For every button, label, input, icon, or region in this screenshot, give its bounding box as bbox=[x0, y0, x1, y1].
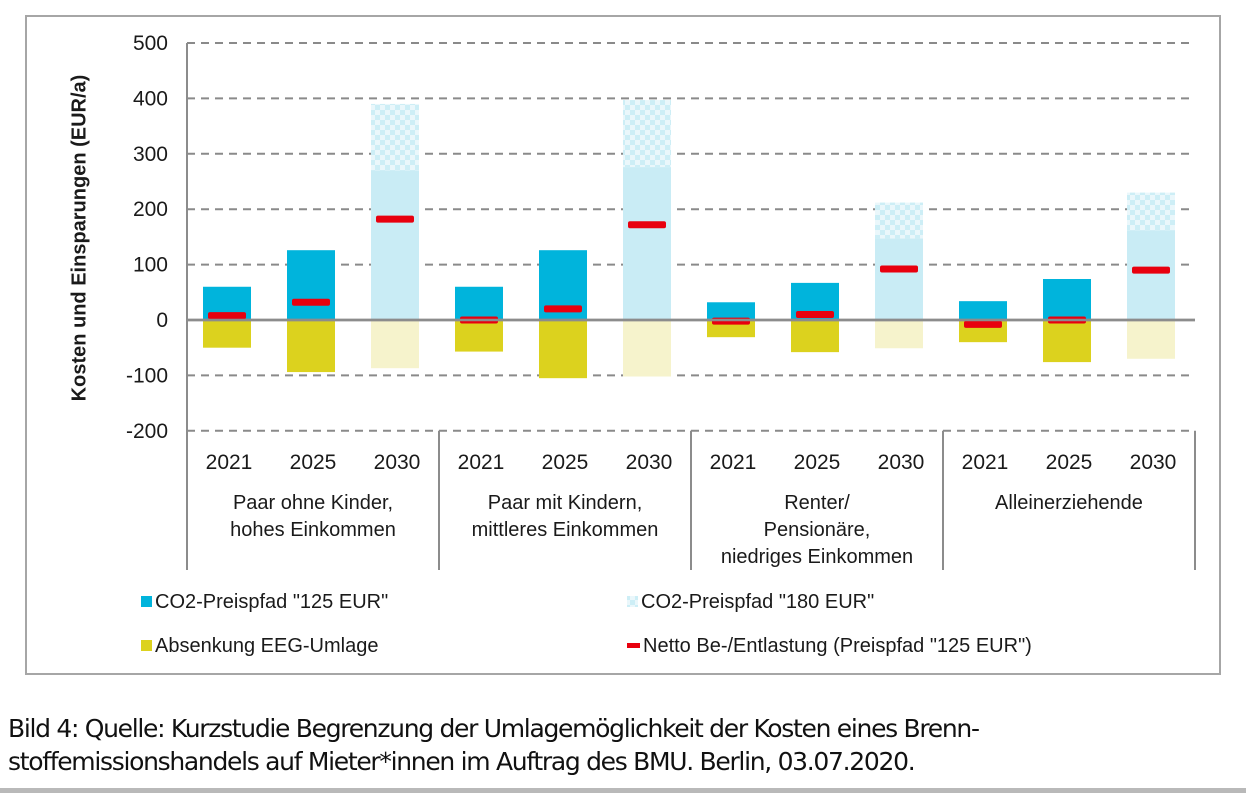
bar-eeg-umlage bbox=[287, 320, 335, 373]
y-tick-label: 0 bbox=[156, 309, 168, 332]
bottom-divider bbox=[0, 788, 1246, 793]
legend-label-netto: Netto Be-/Entlastung (Preispfad "125 EUR… bbox=[643, 635, 1032, 657]
bar-co2-125 bbox=[371, 170, 419, 320]
bar-co2-125 bbox=[1043, 279, 1091, 320]
marker-netto bbox=[880, 265, 918, 273]
marker-netto bbox=[964, 320, 1002, 328]
x-tick-label: 2025 bbox=[542, 451, 589, 474]
group-label: hohes Einkommen bbox=[230, 519, 396, 541]
bar-co2-125 bbox=[1127, 230, 1175, 320]
grid-layer bbox=[187, 42, 1195, 432]
caption-line-1: Bild 4: Quelle: Kurzstudie Begrenzung de… bbox=[8, 714, 980, 743]
legend: CO2-Preispfad "125 EUR" CO2-Preispfad "1… bbox=[141, 591, 1032, 657]
chart: 500 400 300 200 100 0 -100 -200 2021 2025 2030 Paar… bbox=[68, 32, 1196, 657]
y-tick-label: 500 bbox=[133, 32, 168, 55]
bar-co2-125 bbox=[875, 238, 923, 320]
x-tick-label: 2030 bbox=[1130, 451, 1177, 474]
x-tick-label: 2025 bbox=[1046, 451, 1093, 474]
group-label: Renter/ bbox=[784, 492, 850, 514]
x-tick-label: 2021 bbox=[458, 451, 505, 474]
legend-swatch-co2-180 bbox=[627, 596, 638, 607]
x-tick-label: 2021 bbox=[962, 451, 1009, 474]
y-axis-label: Kosten und Einsparungen (EUR/a) bbox=[68, 75, 90, 402]
bar-eeg-umlage bbox=[875, 320, 923, 349]
legend-label-co2-125: CO2-Preispfad "125 EUR" bbox=[155, 591, 388, 613]
axis-layer: 500 400 300 200 100 0 -100 -200 2021 2025 2030 Paar… bbox=[126, 32, 1196, 570]
x-tick-label: 2030 bbox=[626, 451, 673, 474]
legend-label-eeg: Absenkung EEG-Umlage bbox=[155, 635, 378, 657]
bar-eeg-umlage bbox=[539, 320, 587, 379]
y-tick-label: -100 bbox=[126, 364, 168, 387]
marker-netto bbox=[796, 310, 834, 318]
bar-co2-125 bbox=[707, 302, 755, 320]
bar-co2-125 bbox=[455, 286, 503, 320]
legend-swatch-netto bbox=[627, 643, 640, 648]
caption-line-2: stoffemissionshandels auf Mieter*innen i… bbox=[8, 747, 916, 776]
x-tick-label: 2025 bbox=[290, 451, 337, 474]
group-label: niedriges Einkommen bbox=[721, 546, 913, 568]
legend-label-co2-180: CO2-Preispfad "180 EUR" bbox=[641, 591, 874, 613]
y-tick-label: 100 bbox=[133, 254, 168, 277]
marker-netto bbox=[1132, 266, 1170, 274]
group-label: Paar ohne Kinder, bbox=[233, 492, 393, 514]
marker-netto bbox=[544, 305, 582, 313]
x-tick-label: 2030 bbox=[374, 451, 421, 474]
y-tick-label: -200 bbox=[126, 420, 168, 443]
bar-co2-125 bbox=[623, 167, 671, 320]
marker-netto bbox=[628, 221, 666, 229]
group-label: mittleres Einkommen bbox=[472, 519, 659, 541]
group-label: Alleinerziehende bbox=[995, 492, 1143, 514]
bar-eeg-umlage bbox=[791, 320, 839, 353]
bar-eeg-umlage bbox=[455, 320, 503, 352]
x-tick-label: 2021 bbox=[206, 451, 253, 474]
bar-layer bbox=[187, 100, 1195, 379]
x-tick-label: 2021 bbox=[710, 451, 757, 474]
bar-co2-180 bbox=[623, 100, 671, 168]
y-tick-label: 200 bbox=[133, 198, 168, 221]
bar-co2-125 bbox=[959, 301, 1007, 320]
bar-eeg-umlage bbox=[623, 320, 671, 377]
bar-co2-180 bbox=[1127, 192, 1175, 231]
bar-eeg-umlage bbox=[1043, 320, 1091, 363]
bar-eeg-umlage bbox=[371, 320, 419, 369]
marker-netto bbox=[208, 312, 246, 320]
group-label: Paar mit Kindern, bbox=[488, 492, 643, 514]
bar-co2-180 bbox=[371, 103, 419, 171]
bar-eeg-umlage bbox=[1127, 320, 1175, 359]
y-tick-label: 300 bbox=[133, 143, 168, 166]
figure-caption: Bild 4: Quelle: Kurzstudie Begrenzung de… bbox=[8, 712, 1244, 778]
marker-netto bbox=[292, 298, 330, 306]
bar-eeg-umlage bbox=[203, 320, 251, 348]
bar-co2-125 bbox=[287, 250, 335, 320]
group-label: Pensionäre, bbox=[764, 519, 871, 541]
bar-co2-180 bbox=[875, 202, 923, 239]
legend-swatch-eeg bbox=[141, 640, 152, 651]
legend-swatch-co2-125 bbox=[141, 596, 152, 607]
marker-netto bbox=[376, 215, 414, 223]
x-tick-label: 2030 bbox=[878, 451, 925, 474]
x-tick-label: 2025 bbox=[794, 451, 841, 474]
y-tick-label: 400 bbox=[133, 87, 168, 110]
